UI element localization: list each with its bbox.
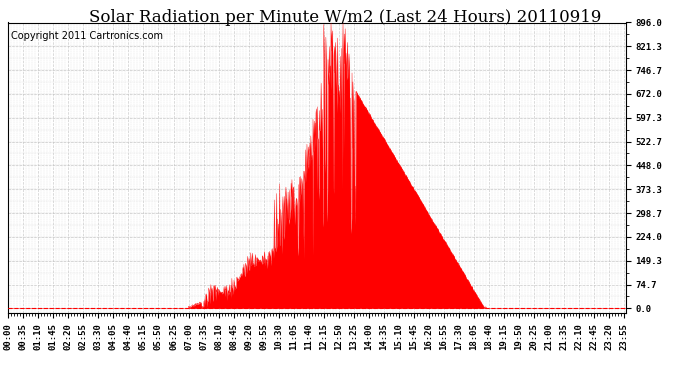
Text: Solar Radiation per Minute W/m2 (Last 24 Hours) 20110919: Solar Radiation per Minute W/m2 (Last 24… — [89, 9, 601, 26]
Text: Copyright 2011 Cartronics.com: Copyright 2011 Cartronics.com — [11, 31, 164, 41]
